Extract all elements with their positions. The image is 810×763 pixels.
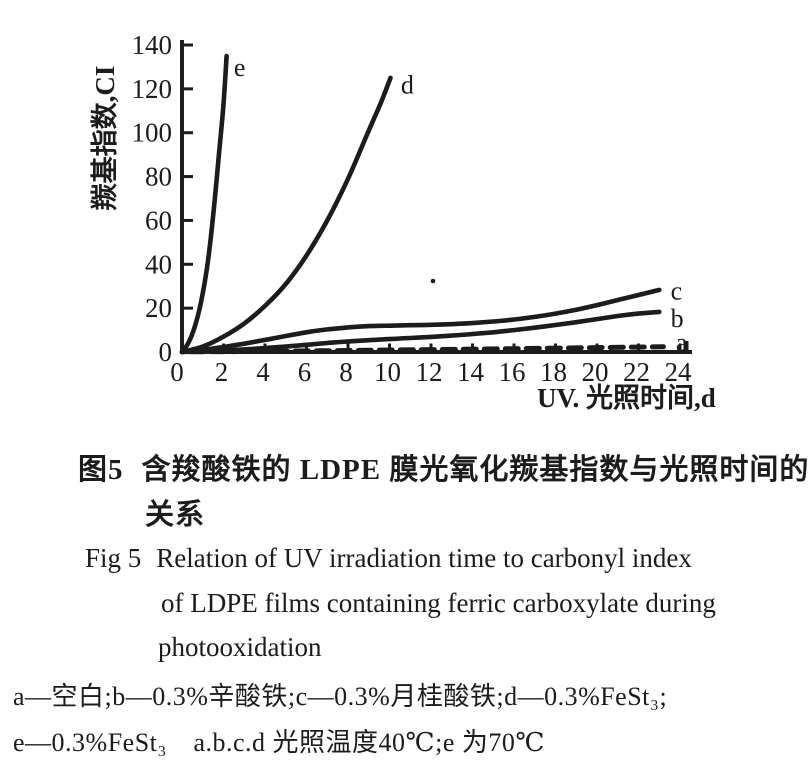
caption-en-line1: Fig 5 Relation of UV irradiation time to … [85, 543, 692, 574]
y-tick-label: 60 [145, 205, 172, 235]
x-tick-label: 22 [623, 357, 650, 387]
x-tick-label: 4 [256, 357, 270, 387]
x-tick-label: 20 [582, 357, 609, 387]
caption-en-line2: of LDPE films containing ferric carboxyl… [161, 588, 716, 618]
x-tick-label: 16 [499, 357, 526, 387]
curve-label-a: a [676, 328, 688, 357]
y-tick-label: 20 [145, 293, 172, 323]
caption-zh-line1: 图5 含羧酸铁的 LDPE 膜光氧化羰基指数与光照时间的 [78, 446, 809, 488]
y-tick-label: 0 [159, 337, 173, 367]
y-tick-label: 40 [145, 249, 172, 279]
x-tick-label: 14 [457, 357, 485, 387]
x-tick-label: 10 [374, 357, 401, 387]
x-tick-label: 0 [170, 357, 184, 387]
x-tick-label: 2 [215, 357, 229, 387]
legend-note-line2: e—0.3%FeSt₃ a.b.c.d 光照温度40℃;e 为70℃ [13, 728, 545, 757]
caption-en-line3: photooxidation [158, 632, 322, 662]
curve-label-e: e [234, 53, 246, 82]
caption-zh-line2: 关系 [145, 499, 206, 531]
y-axis-title: 羰基指数,CI [90, 66, 120, 212]
ink-speck-artifact [430, 278, 436, 284]
y-tick-label: 80 [145, 162, 172, 192]
curve-b [179, 309, 662, 355]
x-tick-label: 12 [416, 357, 443, 387]
caption-en-text: Relation of UV irradiation time to carbo… [156, 543, 692, 573]
figure-number-en: Fig 5 [85, 543, 142, 573]
x-tick-label: 8 [339, 357, 353, 387]
curve-label-c: c [671, 277, 683, 306]
curve-label-b: b [671, 304, 684, 333]
x-tick-label: 18 [540, 357, 567, 387]
y-tick-label: 120 [132, 74, 173, 104]
curve-a [187, 344, 666, 355]
caption-zh-text: 含羧酸铁的 LDPE 膜光氧化羰基指数与光照时间的 [141, 454, 810, 486]
curve-label-d: d [401, 70, 414, 99]
curve-c [179, 287, 662, 355]
x-tick-label: 6 [298, 357, 312, 387]
x-axis-title: UV. 光照时间,d [537, 383, 716, 413]
legend-note-line1: a—空白;b—0.3%辛酸铁;c—0.3%月桂酸铁;d—0.3%FeSt₃; [13, 682, 668, 711]
x-tick-label: 24 [665, 357, 693, 387]
curve-e [179, 53, 229, 355]
y-tick-label: 140 [132, 30, 173, 60]
y-tick-label: 100 [132, 118, 173, 148]
figure-number-zh: 图5 [78, 454, 124, 486]
curve-d [179, 75, 393, 355]
